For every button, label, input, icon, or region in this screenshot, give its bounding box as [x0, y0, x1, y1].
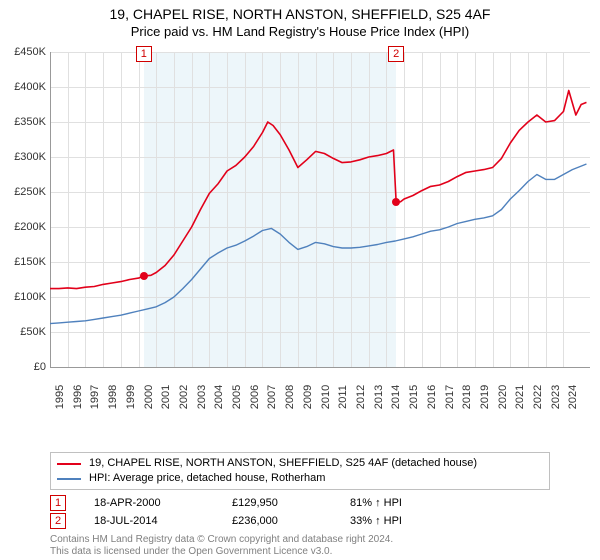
transaction-row: 1 18-APR-2000 £129,950 81% ↑ HPI	[50, 494, 402, 512]
series-svg	[50, 52, 590, 367]
transaction-price: £129,950	[232, 497, 322, 509]
x-tick-label: 2006	[245, 385, 261, 409]
x-tick-label: 2011	[333, 385, 349, 409]
chart-area: 12£0£50K£100K£150K£200K£250K£300K£350K£4…	[0, 42, 600, 412]
x-tick-label: 2014	[386, 385, 402, 409]
x-tick-label: 2005	[227, 385, 243, 409]
x-axis-line	[50, 367, 590, 368]
transaction-row-marker: 2	[50, 513, 66, 529]
transaction-date: 18-JUL-2014	[94, 515, 204, 527]
x-tick-label: 2017	[440, 385, 456, 409]
transaction-row: 2 18-JUL-2014 £236,000 33% ↑ HPI	[50, 512, 402, 530]
x-tick-label: 2024	[563, 385, 579, 409]
x-tick-label: 2020	[493, 385, 509, 409]
x-tick-label: 1998	[103, 385, 119, 409]
y-tick-label: £250K	[2, 186, 46, 198]
x-tick-label: 2021	[510, 385, 526, 409]
x-tick-label: 2001	[156, 385, 172, 409]
x-tick-label: 2019	[475, 385, 491, 409]
x-tick-label: 2009	[298, 385, 314, 409]
transaction-price: £236,000	[232, 515, 322, 527]
legend-label: 19, CHAPEL RISE, NORTH ANSTON, SHEFFIELD…	[89, 456, 477, 471]
x-tick-label: 2000	[139, 385, 155, 409]
series-price_paid	[50, 91, 586, 289]
transaction-marker	[392, 198, 400, 206]
x-tick-label: 2016	[422, 385, 438, 409]
x-tick-label: 2003	[192, 385, 208, 409]
transaction-delta: 33% ↑ HPI	[350, 515, 402, 527]
y-tick-label: £450K	[2, 46, 46, 58]
x-tick-label: 2023	[546, 385, 562, 409]
transaction-marker-box: 1	[136, 46, 152, 62]
x-tick-label: 2012	[351, 385, 367, 409]
footer-line-2: This data is licensed under the Open Gov…	[50, 546, 393, 558]
legend-label: HPI: Average price, detached house, Roth…	[89, 471, 325, 486]
x-tick-label: 2002	[174, 385, 190, 409]
x-tick-label: 2007	[262, 385, 278, 409]
footer-line-1: Contains HM Land Registry data © Crown c…	[50, 534, 393, 546]
chart-container: 19, CHAPEL RISE, NORTH ANSTON, SHEFFIELD…	[0, 0, 600, 560]
y-tick-label: £50K	[2, 326, 46, 338]
x-tick-label: 2004	[209, 385, 225, 409]
transaction-date: 18-APR-2000	[94, 497, 204, 509]
x-tick-label: 2018	[457, 385, 473, 409]
y-tick-label: £0	[2, 361, 46, 373]
transaction-delta: 81% ↑ HPI	[350, 497, 402, 509]
plot-region: 12	[50, 52, 590, 367]
transaction-marker-box: 2	[388, 46, 404, 62]
x-tick-label: 1999	[121, 385, 137, 409]
y-tick-label: £350K	[2, 116, 46, 128]
legend-row: HPI: Average price, detached house, Roth…	[57, 471, 543, 486]
y-tick-label: £150K	[2, 256, 46, 268]
x-tick-label: 2022	[528, 385, 544, 409]
series-hpi	[50, 164, 586, 324]
legend-row: 19, CHAPEL RISE, NORTH ANSTON, SHEFFIELD…	[57, 456, 543, 471]
x-tick-label: 1996	[68, 385, 84, 409]
x-tick-label: 2015	[404, 385, 420, 409]
transaction-rows: 1 18-APR-2000 £129,950 81% ↑ HPI 2 18-JUL-201…	[50, 494, 402, 530]
x-tick-label: 2013	[369, 385, 385, 409]
legend-swatch	[57, 478, 81, 480]
transaction-row-marker: 1	[50, 495, 66, 511]
y-tick-label: £100K	[2, 291, 46, 303]
y-tick-label: £400K	[2, 81, 46, 93]
legend: 19, CHAPEL RISE, NORTH ANSTON, SHEFFIELD…	[50, 452, 550, 490]
chart-subtitle: Price paid vs. HM Land Registry's House …	[0, 22, 600, 39]
x-tick-label: 2010	[316, 385, 332, 409]
footer-attribution: Contains HM Land Registry data © Crown c…	[50, 534, 393, 558]
y-tick-label: £300K	[2, 151, 46, 163]
x-tick-label: 1995	[50, 385, 66, 409]
transaction-marker	[140, 272, 148, 280]
x-tick-label: 2008	[280, 385, 296, 409]
y-tick-label: £200K	[2, 221, 46, 233]
legend-swatch	[57, 463, 81, 465]
chart-title: 19, CHAPEL RISE, NORTH ANSTON, SHEFFIELD…	[0, 0, 600, 22]
x-tick-label: 1997	[85, 385, 101, 409]
